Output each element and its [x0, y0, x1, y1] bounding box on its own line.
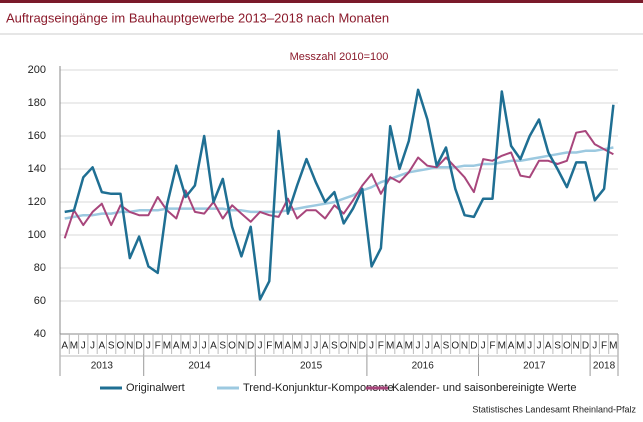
x-tick-label: M [274, 341, 282, 352]
y-tick-label: 180 [28, 97, 46, 109]
chart-title: Auftragseingänge im Bauhauptgewerbe 2013… [6, 10, 389, 25]
x-tick-label: A [433, 341, 440, 352]
x-tick-label: M [181, 341, 189, 352]
y-tick-label: 200 [28, 64, 46, 76]
y-tick-label: 80 [34, 262, 46, 274]
x-tick-label: O [451, 341, 459, 352]
x-tick-label: S [443, 341, 450, 352]
x-tick-label: D [247, 341, 254, 352]
x-tick-label: F [378, 341, 384, 352]
x-tick-label: J [416, 341, 421, 352]
x-tick-label: J [81, 341, 86, 352]
x-tick-label: J [425, 341, 430, 352]
x-tick-label: S [108, 341, 115, 352]
x-tick-label: M [293, 341, 301, 352]
x-tick-label: A [173, 341, 180, 352]
x-tick-label: N [349, 341, 356, 352]
x-tick-label: A [545, 341, 552, 352]
x-tick-label: D [359, 341, 366, 352]
year-label: 2017 [523, 361, 546, 372]
legend-label: Kalender- und saisonbereinigte Werte [392, 382, 576, 394]
x-tick-label: M [70, 341, 78, 352]
x-tick-label: M [498, 341, 506, 352]
x-tick-label: J [202, 341, 207, 352]
x-tick-label: J [592, 341, 597, 352]
x-tick-label: F [266, 341, 272, 352]
x-tick-label: M [163, 341, 171, 352]
y-tick-label: 60 [34, 295, 46, 307]
x-tick-label: A [396, 341, 403, 352]
x-tick-label: M [405, 341, 413, 352]
year-label: 2013 [91, 361, 114, 372]
x-tick-label: O [563, 341, 571, 352]
series-line [64, 146, 614, 220]
x-tick-label: O [228, 341, 236, 352]
x-tick-label: J [257, 341, 262, 352]
x-tick-label: N [238, 341, 245, 352]
x-tick-label: N [126, 341, 133, 352]
x-tick-label: S [219, 341, 226, 352]
x-tick-label: M [386, 341, 394, 352]
x-tick-label: A [285, 341, 292, 352]
year-label: 2016 [412, 361, 435, 372]
y-tick-label: 160 [28, 130, 46, 142]
y-tick-label: 100 [28, 229, 46, 241]
x-tick-label: J [536, 341, 541, 352]
x-tick-label: D [135, 341, 142, 352]
legend-label: Originalwert [126, 382, 185, 394]
x-tick-label: D [582, 341, 589, 352]
year-label: 2014 [188, 361, 211, 372]
x-tick-label: F [489, 341, 495, 352]
series-line [63, 130, 614, 239]
x-tick-label: N [461, 341, 468, 352]
x-tick-label: F [155, 341, 161, 352]
x-tick-label: O [117, 341, 125, 352]
x-tick-label: M [609, 341, 617, 352]
x-tick-label: S [331, 341, 338, 352]
y-tick-label: 40 [34, 328, 46, 340]
x-tick-label: A [210, 341, 217, 352]
year-label: 2015 [300, 361, 323, 372]
legend-label: Trend-Konjunktur-Komponente [243, 382, 394, 394]
x-tick-label: M [516, 341, 524, 352]
x-tick-label: J [304, 341, 309, 352]
x-tick-label: J [481, 341, 486, 352]
x-tick-label: F [601, 341, 607, 352]
x-tick-label: J [369, 341, 374, 352]
x-tick-label: A [61, 341, 68, 352]
chart-subtitle: Messzahl 2010=100 [290, 51, 389, 63]
x-tick-label: J [146, 341, 151, 352]
x-tick-label: O [340, 341, 348, 352]
x-tick-label: J [192, 341, 197, 352]
year-label: 2018 [593, 361, 616, 372]
x-tick-label: J [527, 341, 532, 352]
x-tick-label: N [573, 341, 580, 352]
series-line [64, 88, 615, 301]
x-tick-label: J [90, 341, 95, 352]
x-tick-label: A [508, 341, 515, 352]
x-tick-label: A [99, 341, 106, 352]
top-bar [0, 0, 643, 3]
y-tick-label: 140 [28, 163, 46, 175]
x-tick-label: D [470, 341, 477, 352]
source: Statistisches Landesamt Rheinland-Pfalz [472, 404, 636, 414]
y-tick-label: 120 [28, 196, 46, 208]
x-tick-label: A [322, 341, 329, 352]
x-tick-label: S [554, 341, 561, 352]
x-tick-label: J [313, 341, 318, 352]
